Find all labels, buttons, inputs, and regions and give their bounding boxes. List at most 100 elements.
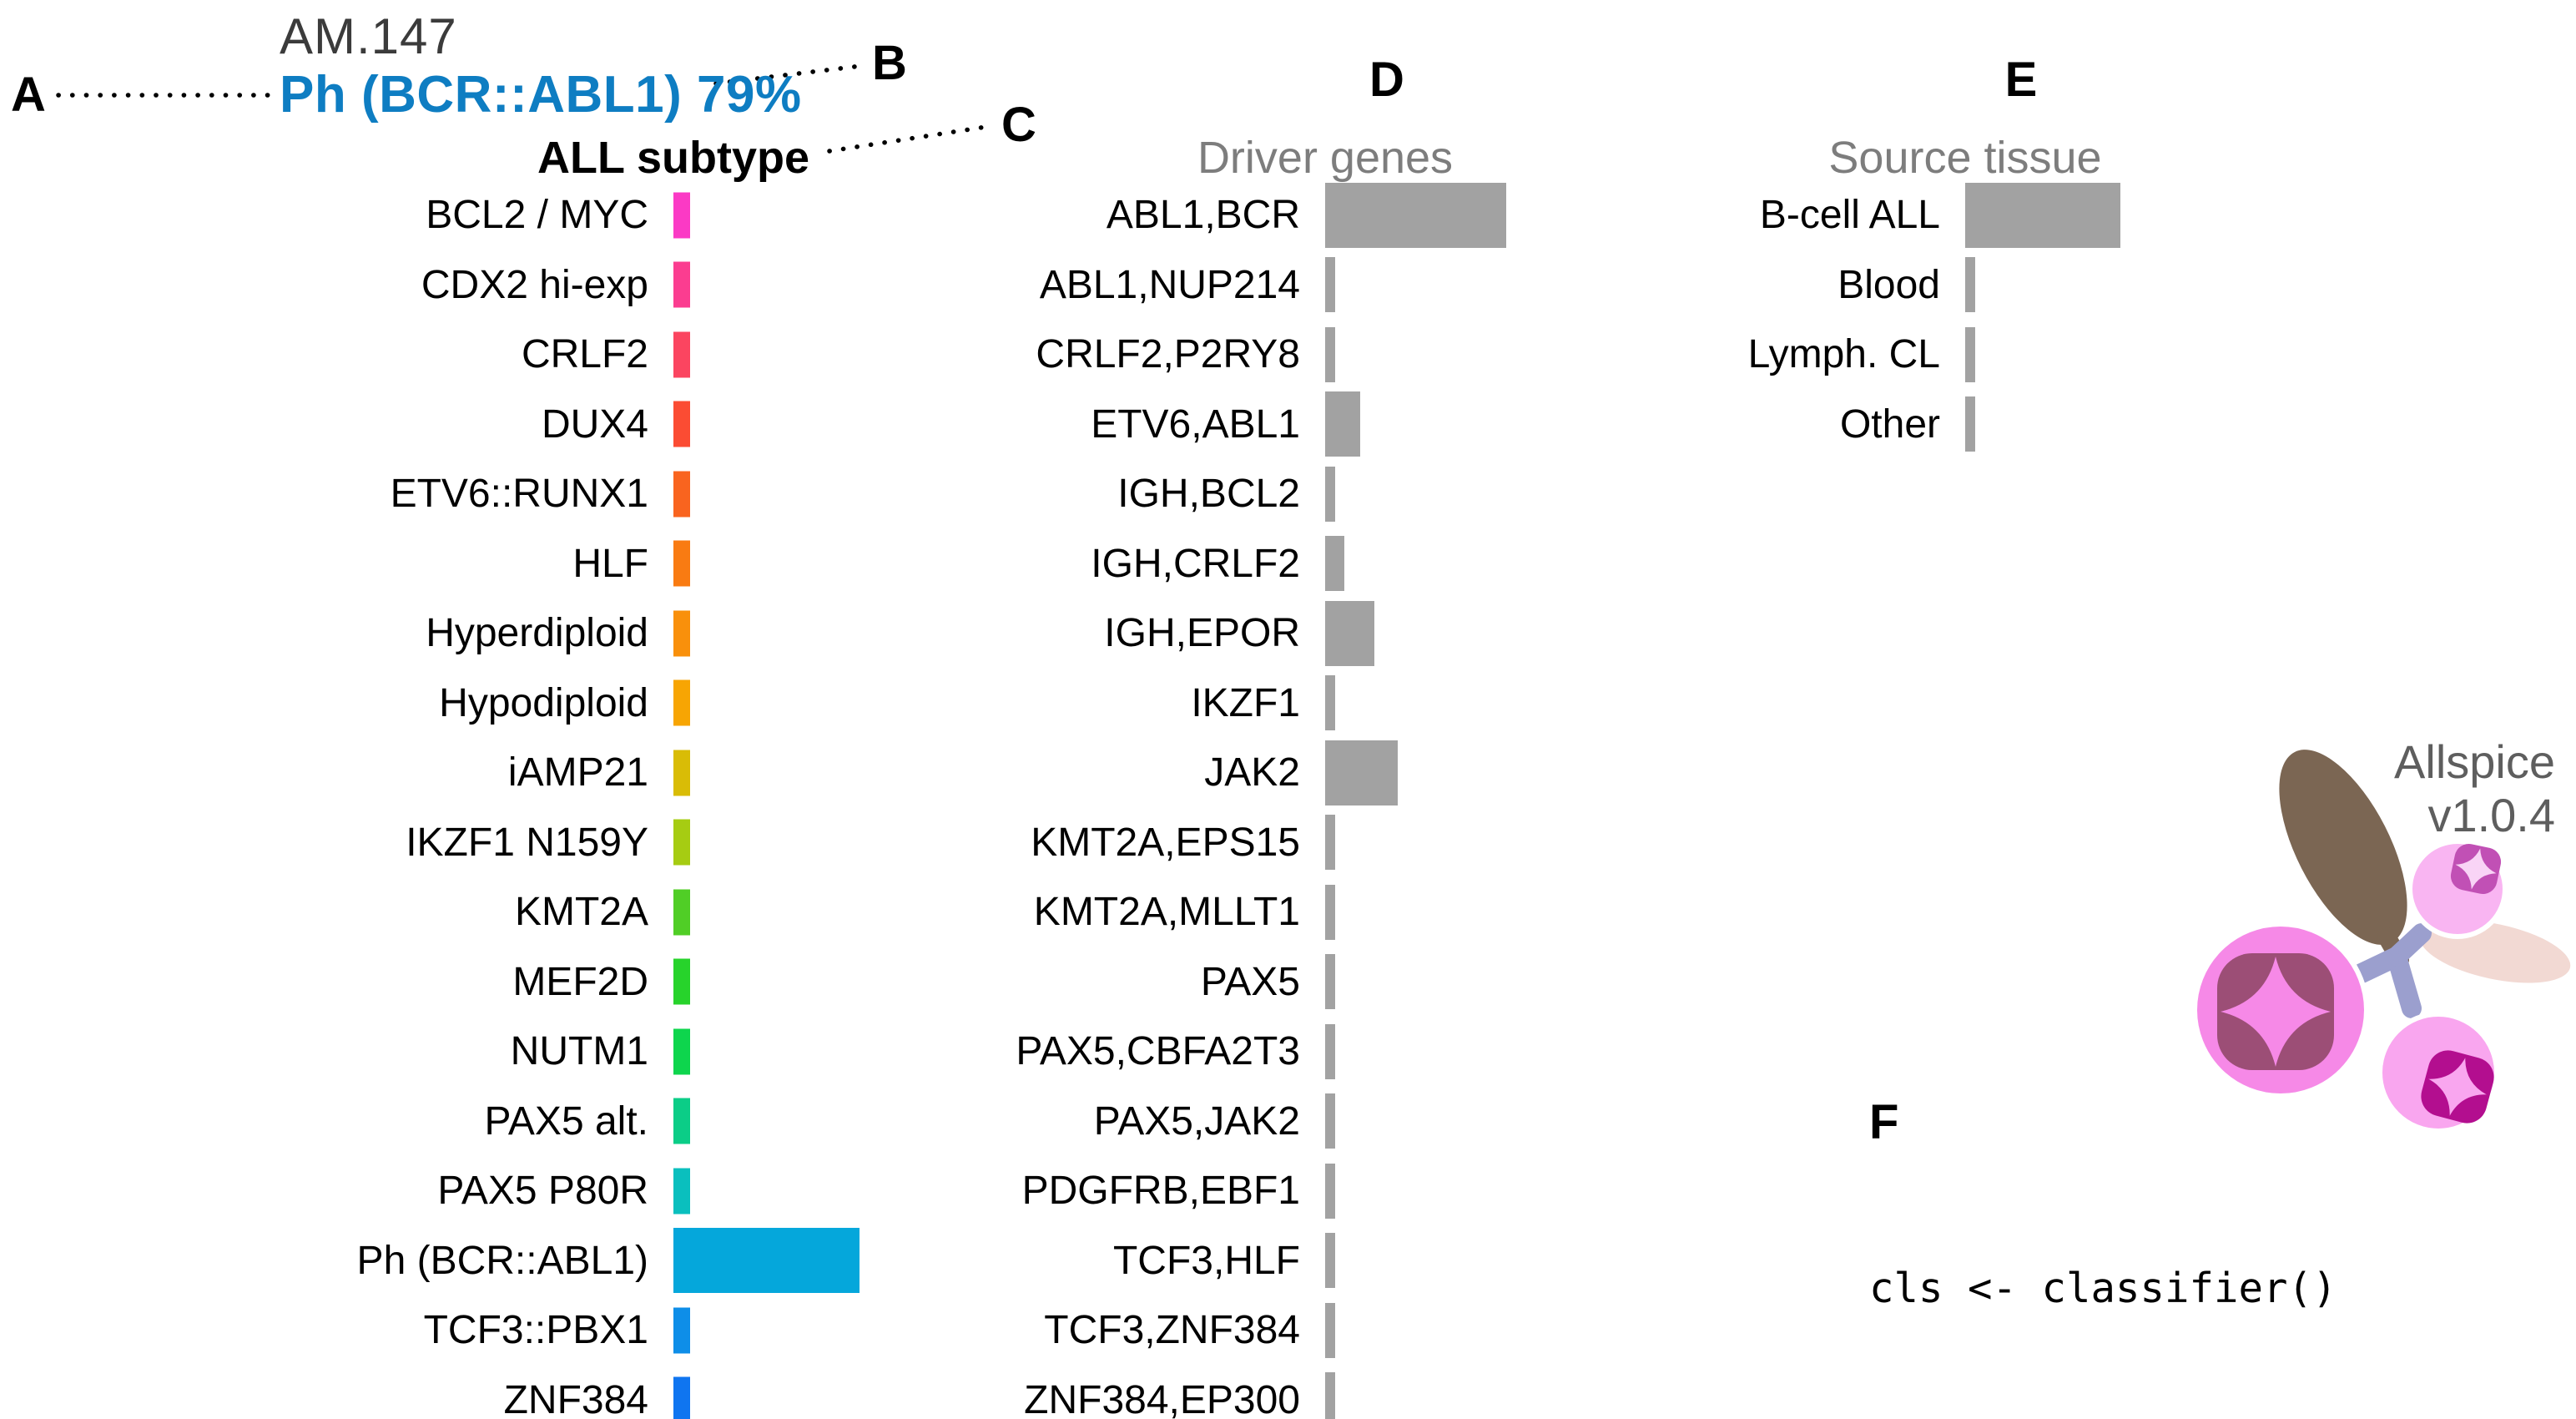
chart-row: PDGFRB,EBF1: [0, 1156, 2576, 1226]
row-label: ABL1,BCR: [1106, 193, 1300, 238]
row-bar: [1325, 1372, 1335, 1419]
row-label: JAK2: [1204, 750, 1300, 795]
row-label: KMT2A: [514, 890, 648, 935]
row-bar: [673, 1228, 860, 1294]
row-bar: [1965, 326, 1975, 382]
row-bar: [673, 331, 690, 378]
chart-row: PAX5 P80R: [0, 1156, 2576, 1226]
row-label: PAX5 P80R: [437, 1169, 648, 1214]
row-bar: [1325, 675, 1335, 731]
row-label: IGH,CRLF2: [1091, 541, 1300, 586]
row-bar: [1325, 536, 1344, 592]
row-bar: [673, 958, 690, 1005]
row-label: ABL1,NUP214: [1039, 262, 1300, 307]
chart-row: B-cell ALL: [0, 180, 2576, 250]
row-label: Hypodiploid: [439, 680, 648, 725]
chart-row: DUX4: [0, 390, 2576, 460]
row-bar: [1325, 257, 1335, 313]
chart-row: Other: [0, 390, 2576, 460]
code-line: cls <- classifier(): [1869, 1265, 2337, 1312]
panel-label-c: C: [1001, 98, 1036, 152]
chart-row: iAMP21: [0, 738, 2576, 808]
chart-row: ZNF384,EP300: [0, 1366, 2576, 1419]
chart-row: KMT2A,EPS15: [0, 808, 2576, 878]
chart-row: CRLF2,P2RY8: [0, 320, 2576, 390]
chart-row: PAX5: [0, 947, 2576, 1018]
chart-row: ZNF384: [0, 1366, 2576, 1419]
panel-label-f: F: [1869, 1095, 1899, 1149]
row-bar: [673, 1376, 690, 1419]
row-bar: [673, 679, 690, 726]
chart-row: TCF3,HLF: [0, 1226, 2576, 1296]
chart-row: ETV6::RUNX1: [0, 459, 2576, 529]
chart-row: Hyperdiploid: [0, 598, 2576, 669]
code-snippet: cls <- classifier() covariates(cls) <- m…: [1869, 1159, 2558, 1419]
row-bar: [1325, 326, 1335, 382]
row-bar: [673, 819, 690, 866]
row-bar: [1325, 884, 1335, 940]
chart-row: IGH,CRLF2: [0, 529, 2576, 599]
chart-row: ABL1,NUP214: [0, 250, 2576, 321]
row-label: PAX5: [1200, 959, 1300, 1004]
panel-label-b: B: [872, 36, 907, 90]
row-bar: [1965, 257, 1975, 313]
row-bar: [673, 540, 690, 587]
row-bar: [673, 1168, 690, 1214]
row-bar: [673, 261, 690, 308]
chart-row: IKZF1: [0, 669, 2576, 739]
row-bar: [1325, 954, 1335, 1010]
chart-row: TCF3::PBX1: [0, 1295, 2576, 1366]
row-bar: [673, 750, 690, 796]
chart-row: PAX5 alt.: [0, 1087, 2576, 1157]
row-bar: [1325, 1093, 1335, 1149]
prediction-text: Ph (BCR::ABL1) 79%: [280, 66, 802, 124]
row-bar: [673, 401, 690, 447]
row-bar: [1325, 1023, 1335, 1079]
row-bar: [673, 889, 690, 936]
row-bar: [673, 1307, 690, 1354]
row-label: ZNF384,EP300: [1024, 1377, 1300, 1419]
row-label: KMT2A,MLLT1: [1033, 890, 1300, 935]
row-label: ETV6,ABL1: [1091, 401, 1300, 447]
chart-row: BCL2 / MYC: [0, 180, 2576, 250]
chart-row: JAK2: [0, 738, 2576, 808]
row-bar: [1965, 396, 1975, 452]
row-bar: [1325, 1302, 1335, 1358]
row-label: BCL2 / MYC: [426, 193, 648, 238]
sample-id: AM.147: [280, 8, 457, 64]
row-bar: [673, 471, 690, 518]
chart-row: TCF3,ZNF384: [0, 1295, 2576, 1366]
panel-label-d: D: [1369, 53, 1404, 107]
logo-name: Allspice: [2394, 735, 2555, 788]
row-label: KMT2A,EPS15: [1031, 820, 1300, 865]
row-bar: [1325, 600, 1375, 666]
chart-row: MEF2D: [0, 947, 2576, 1018]
panel-label-e: E: [2004, 53, 2038, 107]
row-bar: [1965, 182, 2121, 248]
chart-row: Lymph. CL: [0, 320, 2576, 390]
row-bar: [673, 1098, 690, 1144]
row-label: PAX5,CBFA2T3: [1016, 1029, 1300, 1074]
row-label: iAMP21: [507, 750, 648, 795]
row-label: PAX5 alt.: [484, 1098, 648, 1144]
chart-row: HLF: [0, 529, 2576, 599]
chart-row: Ph (BCR::ABL1): [0, 1226, 2576, 1296]
row-label: IKZF1: [1191, 680, 1300, 725]
chart-row: CRLF2: [0, 320, 2576, 390]
chart-row: Hypodiploid: [0, 669, 2576, 739]
row-bar: [673, 192, 690, 239]
row-label: PDGFRB,EBF1: [1021, 1169, 1300, 1214]
row-label: IKZF1 N159Y: [406, 820, 648, 865]
row-label: MEF2D: [512, 959, 648, 1004]
chart-row: Blood: [0, 250, 2576, 321]
row-label: Hyperdiploid: [426, 611, 648, 656]
row-label: IGH,BCL2: [1117, 472, 1300, 517]
row-bar: [1325, 740, 1399, 805]
row-label: ETV6::RUNX1: [390, 472, 648, 517]
panel-label-a: A: [11, 68, 46, 122]
row-label: CRLF2,P2RY8: [1036, 332, 1300, 377]
row-label: CDX2 hi-exp: [421, 262, 648, 307]
row-label: Ph (BCR::ABL1): [356, 1238, 648, 1283]
chart-row: ABL1,BCR: [0, 180, 2576, 250]
